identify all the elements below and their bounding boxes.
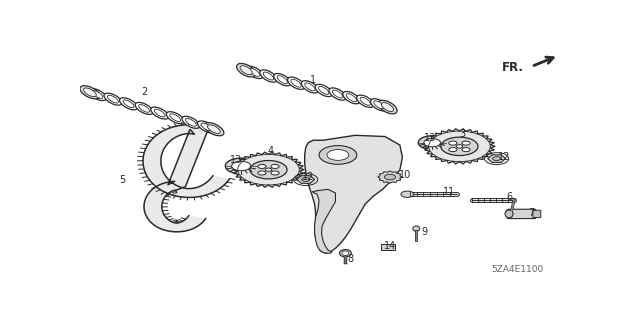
Text: 10: 10 <box>399 170 411 180</box>
Ellipse shape <box>154 109 165 117</box>
Circle shape <box>327 150 349 160</box>
Ellipse shape <box>260 70 277 82</box>
Ellipse shape <box>207 125 220 134</box>
Polygon shape <box>297 176 315 183</box>
Ellipse shape <box>329 88 346 100</box>
Ellipse shape <box>277 76 287 84</box>
Ellipse shape <box>84 88 96 97</box>
Circle shape <box>419 136 446 150</box>
Ellipse shape <box>104 93 122 105</box>
Text: 8: 8 <box>348 254 353 264</box>
Polygon shape <box>488 155 506 162</box>
Ellipse shape <box>381 103 394 112</box>
Ellipse shape <box>182 116 200 128</box>
Ellipse shape <box>505 210 513 218</box>
Ellipse shape <box>139 105 150 112</box>
Ellipse shape <box>319 86 329 94</box>
Ellipse shape <box>316 84 332 97</box>
Polygon shape <box>305 135 403 253</box>
Text: 12: 12 <box>498 152 510 162</box>
FancyBboxPatch shape <box>381 244 396 249</box>
Circle shape <box>401 191 414 197</box>
Polygon shape <box>312 189 335 253</box>
Ellipse shape <box>287 77 305 89</box>
Ellipse shape <box>120 98 138 110</box>
Circle shape <box>258 171 266 175</box>
Ellipse shape <box>274 73 291 86</box>
Ellipse shape <box>201 123 212 131</box>
Circle shape <box>441 137 478 156</box>
Ellipse shape <box>342 251 349 256</box>
Polygon shape <box>378 171 403 183</box>
Ellipse shape <box>374 101 384 109</box>
Ellipse shape <box>237 63 256 77</box>
Text: FR.: FR. <box>502 61 524 74</box>
FancyBboxPatch shape <box>533 210 541 218</box>
Ellipse shape <box>360 97 371 105</box>
Ellipse shape <box>378 100 397 114</box>
Ellipse shape <box>332 90 343 98</box>
Circle shape <box>250 160 287 179</box>
Text: 13: 13 <box>424 133 436 143</box>
Ellipse shape <box>343 92 360 104</box>
Ellipse shape <box>356 95 374 108</box>
Circle shape <box>385 174 396 180</box>
Ellipse shape <box>371 99 388 111</box>
Circle shape <box>265 168 272 171</box>
Ellipse shape <box>246 66 263 78</box>
Ellipse shape <box>123 100 134 108</box>
Circle shape <box>462 141 470 145</box>
Ellipse shape <box>170 114 180 122</box>
Text: 7: 7 <box>528 208 534 218</box>
Text: 11: 11 <box>444 187 456 197</box>
Text: 2: 2 <box>141 87 148 97</box>
Text: 13: 13 <box>230 155 243 165</box>
Circle shape <box>271 164 279 168</box>
Ellipse shape <box>291 79 301 87</box>
Text: 9: 9 <box>422 227 428 237</box>
Circle shape <box>493 157 500 161</box>
Circle shape <box>449 141 457 145</box>
Ellipse shape <box>198 121 216 133</box>
Ellipse shape <box>108 95 118 103</box>
Ellipse shape <box>339 249 351 257</box>
Ellipse shape <box>413 226 420 231</box>
Ellipse shape <box>88 88 106 100</box>
Ellipse shape <box>305 83 315 91</box>
Circle shape <box>225 158 257 174</box>
Circle shape <box>258 164 266 168</box>
Circle shape <box>424 138 440 147</box>
Ellipse shape <box>166 112 184 124</box>
Ellipse shape <box>204 122 224 136</box>
Text: 4: 4 <box>268 146 274 156</box>
Text: 1: 1 <box>310 75 316 85</box>
Circle shape <box>456 145 463 148</box>
Ellipse shape <box>80 86 100 99</box>
Ellipse shape <box>301 81 319 93</box>
Text: 12: 12 <box>302 172 314 182</box>
Circle shape <box>301 178 310 182</box>
Circle shape <box>232 161 251 171</box>
Text: 14: 14 <box>384 241 396 251</box>
Text: 5ZA4E1100: 5ZA4E1100 <box>492 265 544 274</box>
Ellipse shape <box>250 69 260 76</box>
Ellipse shape <box>186 118 196 126</box>
Circle shape <box>271 171 279 175</box>
Text: 6: 6 <box>506 192 512 202</box>
Polygon shape <box>233 152 304 187</box>
Ellipse shape <box>263 72 274 80</box>
Ellipse shape <box>346 94 356 102</box>
Polygon shape <box>143 125 230 232</box>
Ellipse shape <box>92 91 103 98</box>
Polygon shape <box>424 129 495 164</box>
Text: 3: 3 <box>459 129 465 139</box>
FancyBboxPatch shape <box>507 209 536 219</box>
Ellipse shape <box>135 102 153 115</box>
Circle shape <box>462 148 470 152</box>
Ellipse shape <box>151 107 169 119</box>
Circle shape <box>319 145 356 164</box>
Circle shape <box>449 148 457 152</box>
Ellipse shape <box>240 66 252 75</box>
Text: 5: 5 <box>119 174 125 184</box>
